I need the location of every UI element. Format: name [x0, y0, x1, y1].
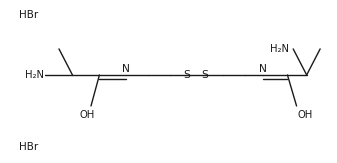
Text: H₂N: H₂N	[25, 70, 44, 80]
Text: H₂N: H₂N	[270, 44, 289, 54]
Text: S: S	[201, 70, 208, 80]
Text: OH: OH	[79, 110, 95, 120]
Text: N: N	[259, 64, 267, 74]
Text: N: N	[122, 64, 130, 74]
Text: HBr: HBr	[19, 142, 38, 152]
Text: S: S	[183, 70, 190, 80]
Text: OH: OH	[297, 110, 313, 120]
Text: HBr: HBr	[19, 10, 38, 20]
